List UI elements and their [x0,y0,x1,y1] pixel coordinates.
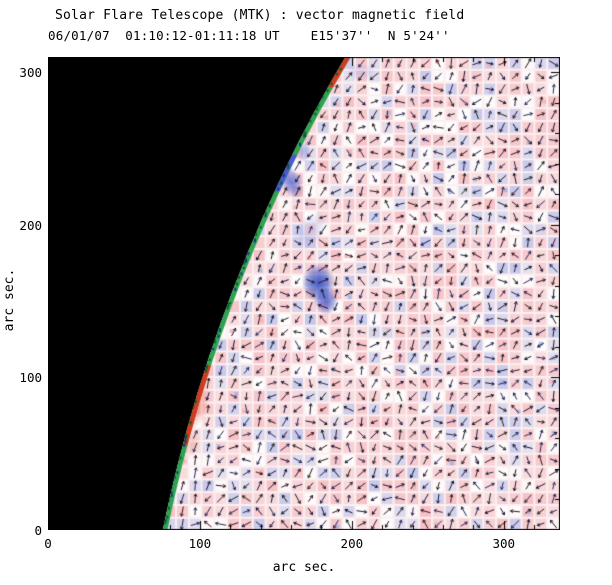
x-tick-label: 300 [492,536,516,551]
plot-canvas [48,57,560,530]
y-tick-label: 0 [34,523,42,538]
plot-subtitle: 06/01/07 01:10:12-01:11:18 UT E15'37'' N… [48,28,450,43]
x-tick-label: 0 [44,536,52,551]
y-axis-label: arc sec. [2,268,17,332]
y-tick-label: 100 [19,370,42,386]
y-tick-label: 200 [19,217,42,233]
y-tick-label: 300 [19,65,42,81]
x-tick-label: 100 [188,536,212,551]
x-axis-label: arc sec. [272,560,336,575]
x-tick-label: 200 [340,536,364,551]
plot-title: Solar Flare Telescope (MTK) : vector mag… [55,8,465,23]
